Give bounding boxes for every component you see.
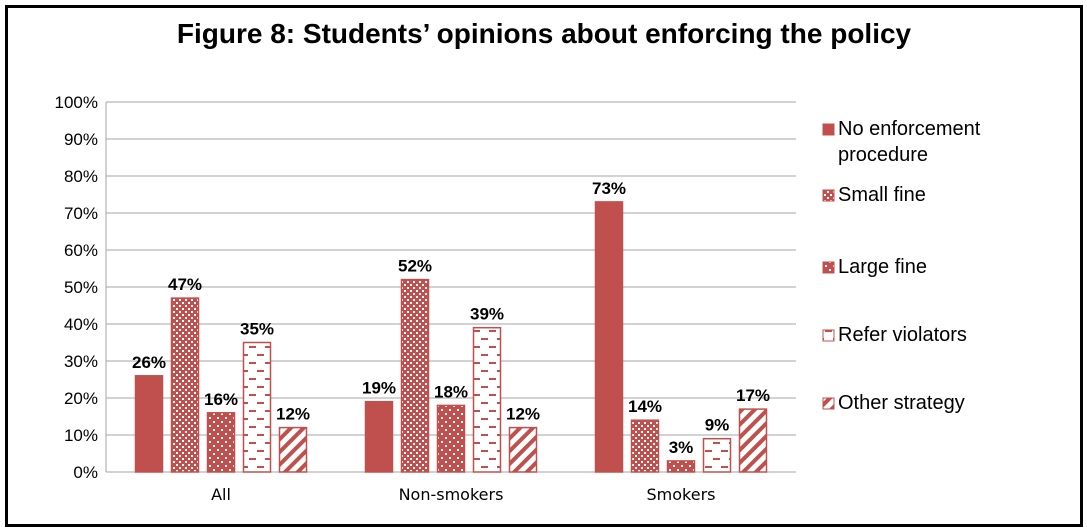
y-tick-label: 20% — [64, 389, 98, 408]
legend-label: Refer violators — [838, 324, 967, 346]
bar — [630, 419, 660, 473]
x-tick-label: Smokers — [647, 485, 716, 504]
legend-label: Large fine — [838, 256, 927, 278]
y-tick-label: 90% — [64, 130, 98, 149]
data-label: 39% — [470, 305, 504, 324]
bar — [242, 341, 272, 473]
data-label: 26% — [132, 353, 166, 372]
data-label: 16% — [204, 390, 238, 409]
data-label: 12% — [276, 405, 310, 424]
y-tick-label: 40% — [64, 315, 98, 334]
data-label: 73% — [592, 179, 626, 198]
bar — [364, 400, 394, 473]
bar — [134, 375, 164, 473]
data-label: 12% — [506, 405, 540, 424]
bar — [594, 201, 624, 473]
y-tick-label: 0% — [73, 463, 98, 482]
data-label: 14% — [628, 397, 662, 416]
bar — [400, 278, 430, 473]
bar — [738, 408, 768, 473]
legend-swatch — [822, 189, 835, 202]
x-tick-label: All — [211, 485, 231, 504]
legend-swatch — [822, 261, 835, 274]
legend-label: Other strategy — [838, 392, 965, 414]
legend-label: Small fine — [838, 184, 926, 206]
bar — [206, 412, 236, 473]
data-label: 18% — [434, 382, 468, 401]
chart-frame: Figure 8: Students’ opinions about enfor… — [5, 5, 1083, 527]
y-tick-label: 80% — [64, 167, 98, 186]
y-tick-label: 30% — [64, 352, 98, 371]
chart-title: Figure 8: Students’ opinions about enfor… — [176, 18, 912, 49]
y-tick-label: 10% — [64, 426, 98, 445]
legend-swatch — [822, 397, 835, 410]
chart-svg: 0% 10% 20% 30% 40% 50% 60% 70% 80% 90% 100% 26% 47%… — [55, 93, 981, 504]
data-label: 3% — [669, 438, 694, 457]
y-tick-label: 100% — [55, 93, 98, 112]
data-label: 52% — [398, 257, 432, 276]
legend-swatch — [822, 329, 835, 342]
bar — [472, 326, 502, 473]
x-tick-label: Non-smokers — [399, 485, 504, 504]
y-tick-label: 60% — [64, 241, 98, 260]
bar — [278, 426, 308, 473]
bar — [436, 404, 466, 473]
legend-label: procedure — [838, 144, 928, 166]
y-tick-label: 70% — [64, 204, 98, 223]
data-label: 47% — [168, 275, 202, 294]
data-label: 35% — [240, 320, 274, 339]
data-label: 17% — [736, 386, 770, 405]
legend-label: No enforcement — [838, 118, 981, 140]
bar — [508, 426, 538, 473]
bar — [666, 460, 696, 473]
bar — [702, 437, 732, 473]
legend-swatch — [822, 123, 835, 136]
bar — [170, 297, 200, 473]
y-tick-label: 50% — [64, 278, 98, 297]
data-label: 9% — [705, 416, 730, 435]
data-label: 19% — [362, 379, 396, 398]
